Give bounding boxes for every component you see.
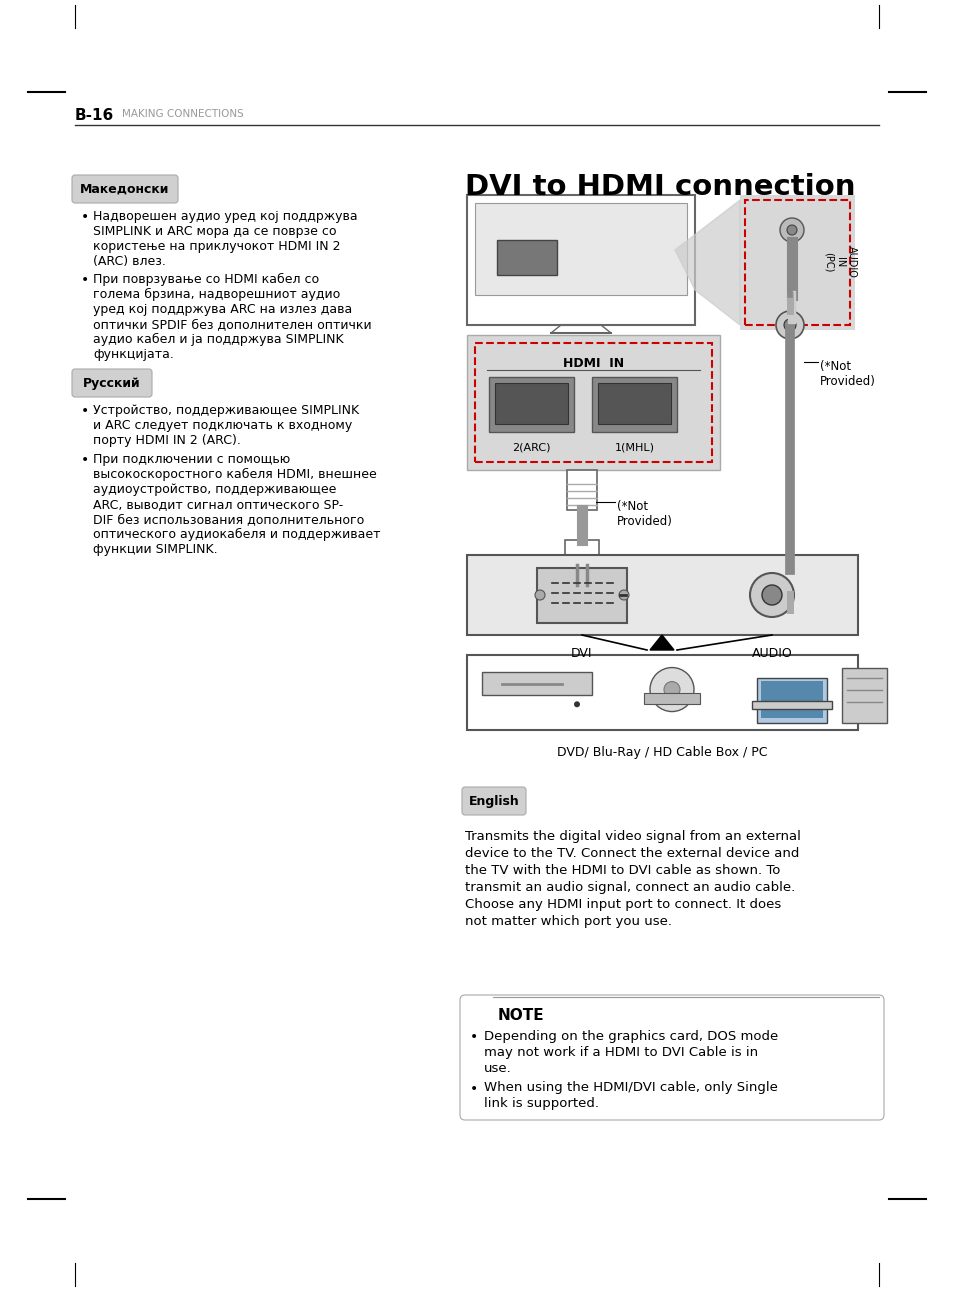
Text: B-16: B-16	[75, 108, 114, 123]
Text: AUDIO
IN
(PC): AUDIO IN (PC)	[822, 247, 856, 278]
Text: Русский: Русский	[83, 377, 141, 390]
Text: When using the HDMI/DVI cable, only Single
link is supported.: When using the HDMI/DVI cable, only Sing…	[483, 1082, 777, 1110]
Text: DVI: DVI	[571, 647, 592, 660]
Text: 1(MHL): 1(MHL)	[614, 442, 654, 452]
Text: При подключении с помощью
высокоскоростного кабеля HDMI, внешнее
аудиоустройство: При подключении с помощью высокоскоростн…	[92, 453, 380, 556]
Text: DVI to HDMI connection: DVI to HDMI connection	[464, 173, 855, 201]
Bar	[643, 692, 700, 705]
Text: MAKING CONNECTIONS: MAKING CONNECTIONS	[122, 108, 244, 119]
FancyBboxPatch shape	[459, 995, 883, 1121]
Bar	[537, 568, 626, 624]
Bar	[467, 655, 857, 729]
Bar	[467, 195, 695, 325]
Circle shape	[786, 225, 796, 235]
FancyBboxPatch shape	[71, 176, 178, 203]
Bar	[475, 203, 686, 296]
Text: HDMI  IN: HDMI IN	[562, 358, 623, 371]
Bar	[744, 200, 849, 325]
Text: •: •	[81, 272, 89, 287]
Text: NOTE: NOTE	[497, 1008, 544, 1022]
Circle shape	[535, 590, 544, 600]
Bar	[497, 240, 557, 275]
Circle shape	[783, 319, 795, 330]
Bar	[564, 540, 598, 565]
Bar	[489, 377, 574, 432]
Text: Устройство, поддерживающее SIMPLINK
и ARC следует подключать к входному
порту HD: Устройство, поддерживающее SIMPLINK и AR…	[92, 404, 358, 447]
Circle shape	[649, 667, 693, 711]
FancyBboxPatch shape	[461, 788, 525, 815]
Text: (*Not
Provided): (*Not Provided)	[820, 360, 875, 389]
Text: •: •	[81, 404, 89, 418]
Bar	[757, 678, 826, 723]
Bar	[495, 383, 567, 423]
Circle shape	[761, 585, 781, 605]
Text: English: English	[468, 794, 518, 807]
Circle shape	[749, 573, 793, 617]
Bar	[841, 667, 886, 723]
Circle shape	[783, 574, 795, 586]
Bar	[740, 195, 854, 330]
Text: •: •	[470, 1030, 477, 1044]
Circle shape	[463, 999, 490, 1025]
Circle shape	[574, 701, 579, 707]
Bar	[566, 470, 597, 510]
Bar	[475, 343, 711, 462]
FancyBboxPatch shape	[71, 369, 152, 398]
Text: Надворешен аудио уред кој поддржува
SIMPLINK и ARC мора да се поврзе со
користењ: Надворешен аудио уред кој поддржува SIMP…	[92, 210, 357, 269]
Text: DVD/ Blu-Ray / HD Cable Box / PC: DVD/ Blu-Ray / HD Cable Box / PC	[557, 746, 767, 759]
Text: Македонски: Македонски	[80, 182, 170, 195]
Text: (*Not
Provided): (*Not Provided)	[617, 500, 672, 528]
Circle shape	[663, 682, 679, 697]
Bar	[760, 680, 822, 718]
Text: 2(ARC): 2(ARC)	[512, 442, 550, 452]
Polygon shape	[649, 635, 673, 649]
Text: •: •	[81, 210, 89, 225]
Bar	[481, 671, 592, 696]
Text: Transmits the digital video signal from an external
device to the TV. Connect th: Transmits the digital video signal from …	[464, 830, 800, 928]
Polygon shape	[675, 200, 740, 325]
Bar	[592, 377, 677, 432]
Text: При поврзување со HDMI кабел со
голема брзина, надворешниот аудио
уред кој поддр: При поврзување со HDMI кабел со голема б…	[92, 272, 372, 361]
Text: AUDIO: AUDIO	[751, 647, 792, 660]
Bar	[751, 701, 831, 709]
Text: •: •	[470, 1082, 477, 1096]
Text: !: !	[473, 1003, 480, 1021]
Bar	[467, 555, 857, 635]
Circle shape	[780, 218, 803, 241]
Bar	[467, 334, 720, 470]
Text: Depending on the graphics card, DOS mode
may not work if a HDMI to DVI Cable is : Depending on the graphics card, DOS mode…	[483, 1030, 778, 1075]
Circle shape	[775, 311, 803, 340]
Bar	[598, 383, 670, 423]
Circle shape	[618, 590, 628, 600]
Text: •: •	[81, 453, 89, 467]
Circle shape	[775, 565, 803, 594]
